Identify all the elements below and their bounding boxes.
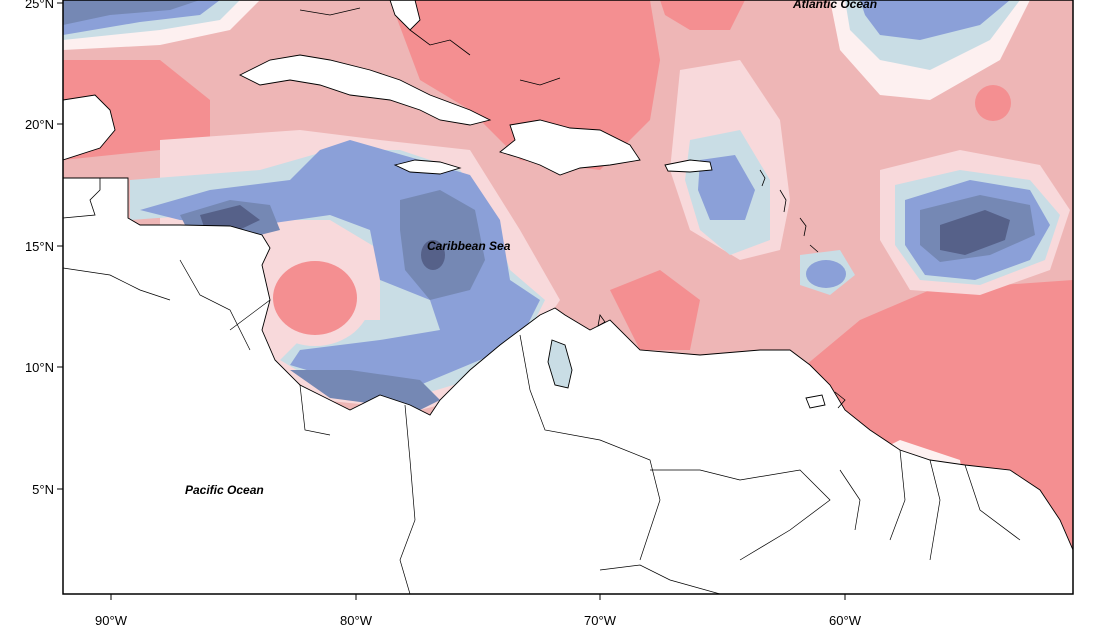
lat-tick-15: 15°N xyxy=(25,239,54,254)
strongcool-caribbean xyxy=(400,190,485,300)
lat-axis: 25°N 20°N 15°N 10°N 5°N xyxy=(25,0,63,497)
land-puerto-rico xyxy=(664,159,713,173)
land-florida xyxy=(389,0,421,31)
cool-atlantic xyxy=(860,0,1010,40)
lon-tick-60: 60°W xyxy=(829,613,862,628)
lon-axis: 90°W 80°W 70°W 60°W xyxy=(95,594,862,628)
cool-east-caribbean xyxy=(698,155,755,220)
strongcool-panama xyxy=(290,370,440,410)
lon-tick-70: 70°W xyxy=(584,613,617,628)
country-borders xyxy=(63,259,1021,594)
land-masses xyxy=(63,0,1073,594)
label-caribbean-sea: Caribbean Sea xyxy=(427,239,511,253)
land-lake-maracaibo xyxy=(547,339,573,389)
lat-tick-5: 5°N xyxy=(32,482,54,497)
lat-tick-10: 10°N xyxy=(25,360,54,375)
strongcool-gulf xyxy=(63,0,200,25)
label-atlantic-ocean: Atlantic Ocean xyxy=(792,0,877,11)
land-cuba xyxy=(238,54,492,126)
deepcool-central-atlantic xyxy=(940,210,1010,255)
lat-tick-25: 25°N xyxy=(25,0,54,11)
land-hispaniola xyxy=(499,119,641,176)
warm-zone-east xyxy=(975,85,1011,121)
map-frame xyxy=(62,0,1074,595)
warm-zone-guianas xyxy=(800,280,1073,594)
lon-tick-90: 90°W xyxy=(95,613,128,628)
cool-antilles xyxy=(806,260,846,288)
warm-zone-greater-antilles xyxy=(390,0,660,170)
deepcool-caribbean xyxy=(421,240,445,270)
land-jamaica xyxy=(393,159,462,175)
warm-zone-north xyxy=(660,0,745,30)
lon-tick-80: 80°W xyxy=(340,613,373,628)
land-trinidad xyxy=(805,394,826,409)
warm-zone-lesser-antilles xyxy=(610,270,700,350)
lat-tick-20: 20°N xyxy=(25,117,54,132)
anomaly-field xyxy=(63,0,1073,594)
islands xyxy=(62,7,846,409)
label-pacific-ocean: Pacific Ocean xyxy=(185,483,264,497)
land-central-america xyxy=(63,94,116,161)
warm-zone-nicaragua xyxy=(273,261,357,335)
